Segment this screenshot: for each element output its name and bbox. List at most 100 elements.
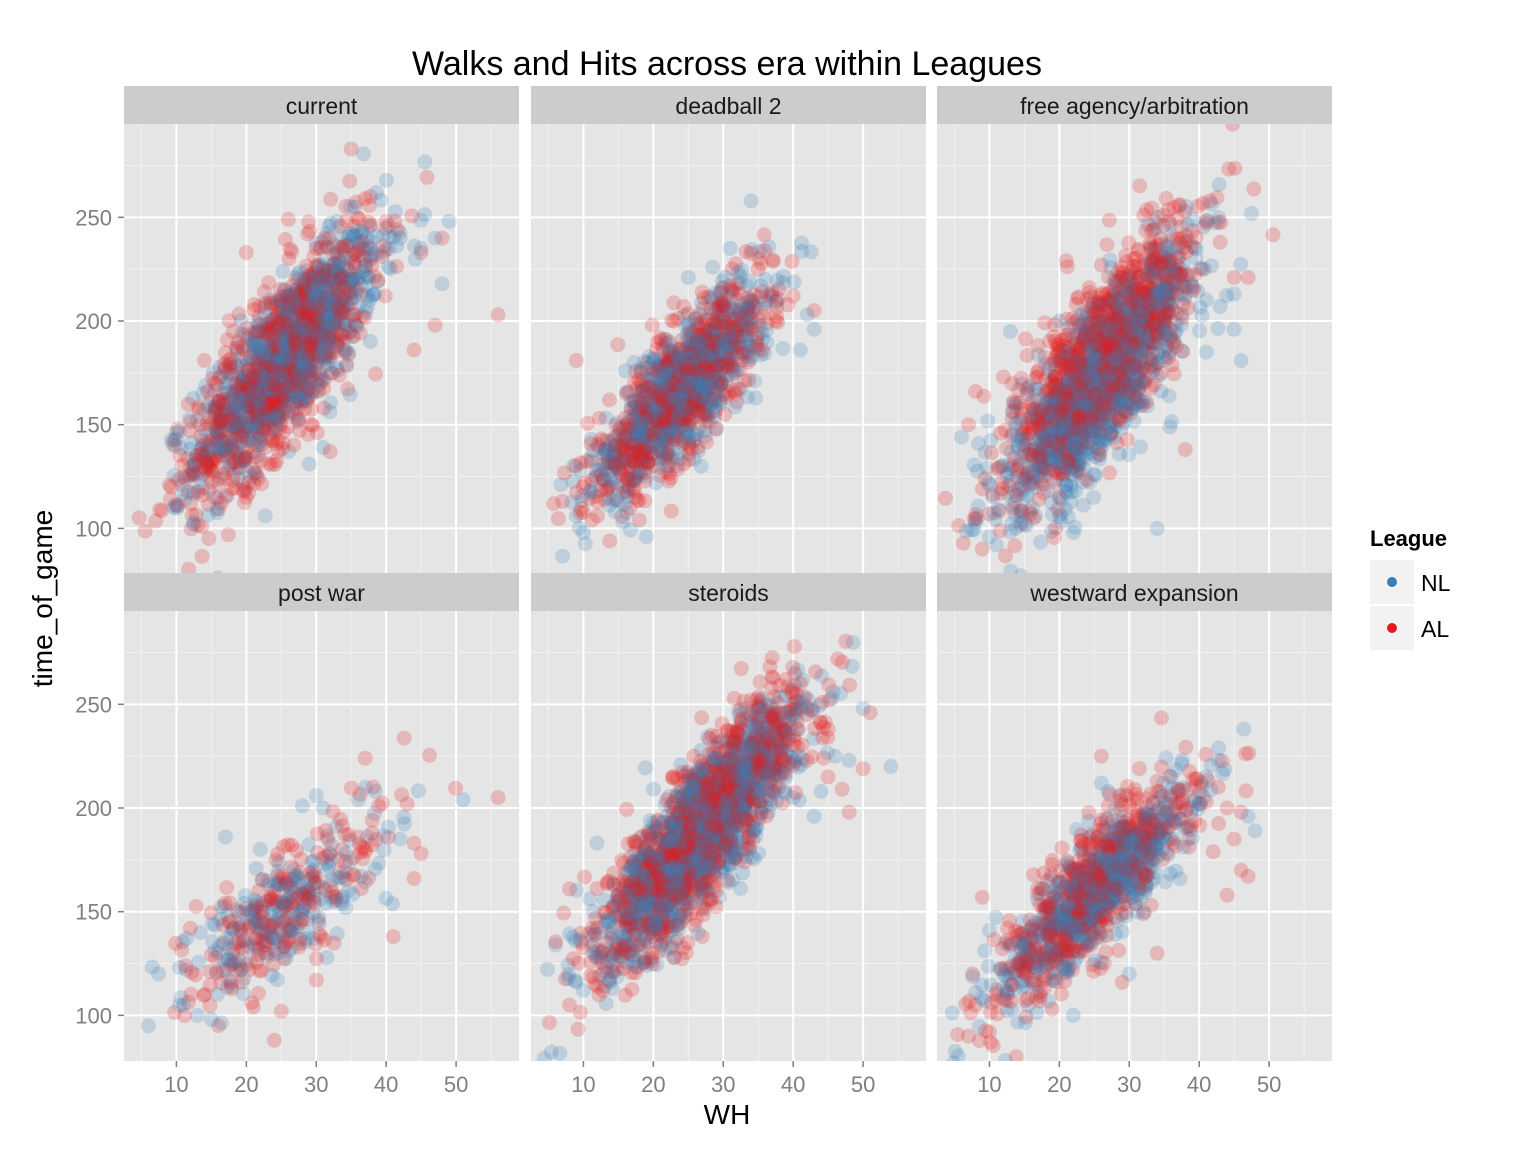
data-point-nl: [710, 383, 725, 398]
data-point-al: [785, 254, 800, 269]
data-point-al: [281, 212, 296, 227]
data-point-al: [363, 218, 378, 233]
facet-label: current: [286, 93, 358, 119]
x-axis-title: WH: [704, 1099, 751, 1130]
data-point-nl: [800, 307, 815, 322]
data-point-al: [344, 141, 359, 156]
data-point-al: [201, 468, 216, 483]
chart-title: Walks and Hits across era within Leagues: [412, 45, 1042, 83]
data-point-al: [248, 465, 263, 480]
data-point-al: [303, 339, 318, 354]
data-point-nl: [329, 339, 344, 354]
data-point-nl: [1233, 257, 1248, 272]
facet-panel: free agency/arbitration: [933, 86, 1332, 642]
data-point-al: [379, 214, 394, 229]
data-point-al: [491, 307, 506, 322]
data-point-al: [249, 407, 264, 422]
y-tick-label: 200: [75, 309, 112, 334]
data-point-nl: [251, 342, 266, 357]
data-point-al: [212, 370, 227, 385]
data-point-nl: [980, 413, 995, 428]
data-point-nl: [277, 351, 292, 366]
data-point-nl: [734, 263, 749, 278]
data-point-al: [404, 208, 419, 223]
data-point-nl: [578, 536, 593, 551]
data-point-nl: [1227, 322, 1242, 337]
data-point-al: [657, 413, 672, 428]
data-point-nl: [619, 385, 634, 400]
data-point-nl: [363, 334, 378, 349]
data-point-al: [664, 504, 679, 519]
data-point-al: [551, 511, 566, 526]
data-point-nl: [794, 236, 809, 251]
data-point-al: [281, 251, 296, 266]
data-point-nl: [583, 451, 598, 466]
data-point-nl: [225, 418, 240, 433]
data-point-al: [676, 299, 691, 314]
data-point-al: [691, 440, 706, 455]
data-point-al: [1059, 253, 1074, 268]
data-point-nl: [1199, 345, 1214, 360]
data-point-nl: [360, 268, 375, 283]
data-point-nl: [1212, 177, 1227, 192]
data-point-nl: [435, 276, 450, 291]
data-point-nl: [408, 252, 423, 267]
data-point-nl: [1164, 414, 1179, 429]
data-point-al: [610, 337, 625, 352]
data-point-al: [745, 304, 760, 319]
data-point-nl: [302, 299, 317, 314]
data-point-al: [132, 510, 147, 525]
data-point-nl: [793, 343, 808, 358]
data-point-al: [620, 471, 635, 486]
data-point-nl: [609, 460, 624, 475]
data-point-nl: [807, 322, 822, 337]
data-point-al: [195, 488, 210, 503]
data-point-nl: [989, 538, 1004, 553]
data-point-nl: [705, 404, 720, 419]
data-point-al: [732, 286, 747, 301]
data-point-nl: [758, 272, 773, 287]
facet-label: free agency/arbitration: [1020, 93, 1249, 119]
data-point-al: [258, 296, 273, 311]
data-point-nl: [769, 294, 784, 309]
data-point-nl: [407, 239, 422, 254]
data-point-nl: [741, 339, 756, 354]
data-point-al: [557, 465, 572, 480]
y-tick-label: 150: [75, 413, 112, 438]
data-point-al: [265, 377, 280, 392]
data-point-al: [348, 246, 363, 261]
data-point-nl: [1210, 321, 1225, 336]
data-point-al: [407, 343, 422, 358]
data-point-nl: [555, 549, 570, 564]
data-point-al: [602, 534, 617, 549]
data-point-nl: [1204, 197, 1219, 212]
data-point-al: [645, 318, 660, 333]
data-point-al: [264, 327, 279, 342]
data-point-nl: [776, 269, 791, 284]
data-point-nl: [248, 386, 263, 401]
data-point-al: [1102, 466, 1117, 481]
data-point-al: [342, 174, 357, 189]
data-point-al: [226, 324, 241, 339]
data-point-nl: [362, 293, 377, 308]
data-point-al: [707, 316, 722, 331]
data-point-nl: [729, 363, 744, 378]
data-point-al: [993, 426, 1008, 441]
data-point-nl: [659, 365, 674, 380]
data-point-al: [691, 403, 706, 418]
data-point-nl: [618, 363, 633, 378]
y-tick-label: 100: [75, 516, 112, 541]
data-point-nl: [285, 285, 300, 300]
data-point-nl: [322, 219, 337, 234]
data-point-al: [194, 447, 209, 462]
data-point-nl: [381, 259, 396, 274]
data-point-al: [1178, 442, 1193, 457]
data-point-nl: [705, 260, 720, 275]
data-point-nl: [747, 374, 762, 389]
data-point-al: [585, 513, 600, 528]
data-point-al: [428, 318, 443, 333]
data-point-al: [667, 393, 682, 408]
data-point-nl: [608, 504, 623, 519]
